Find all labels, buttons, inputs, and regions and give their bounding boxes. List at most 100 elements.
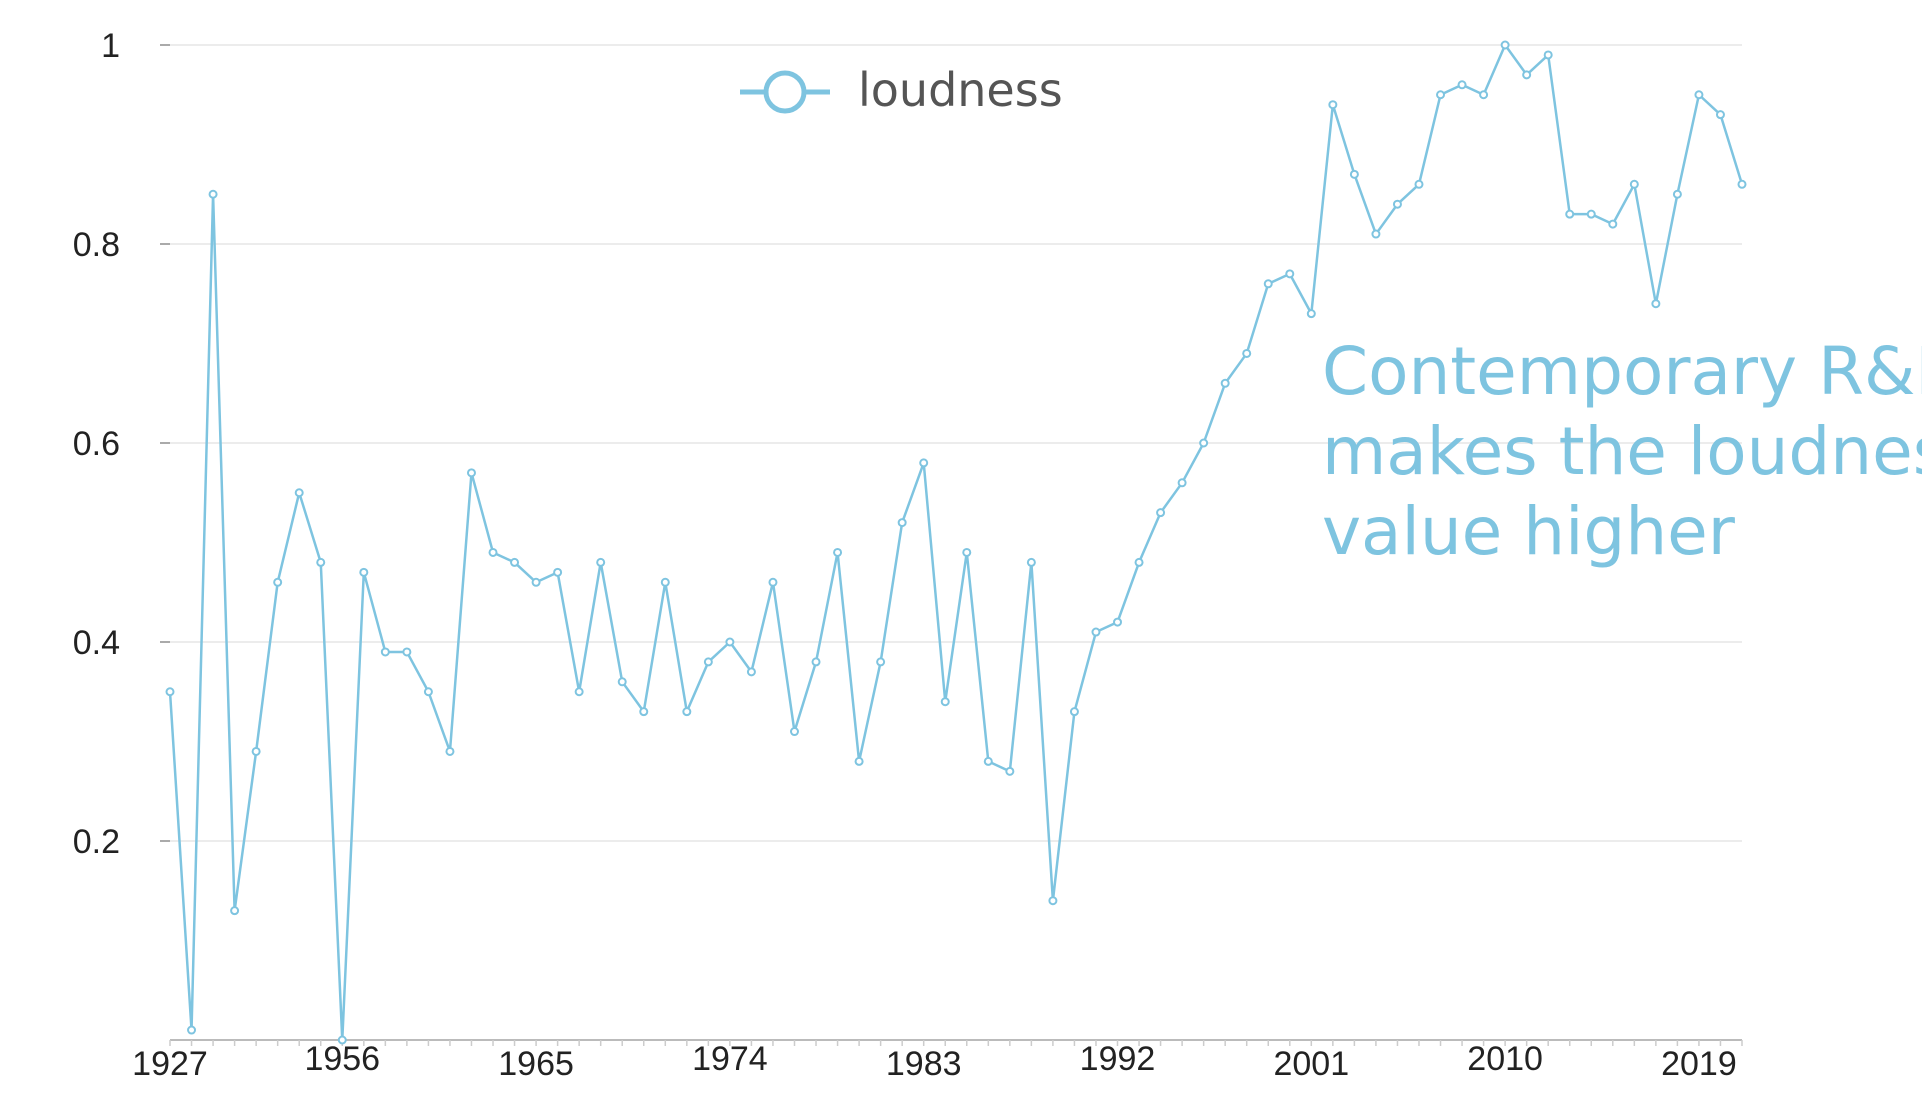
- data-point: [746, 667, 756, 677]
- data-point: [617, 677, 627, 687]
- data-point: [1220, 378, 1230, 388]
- data-point: [1457, 80, 1467, 90]
- data-point: [1328, 100, 1338, 110]
- x-axis-tick-labels: 1927 1956 1965 1974 1983 1992 2001 2010 2019: [132, 1040, 1737, 1083]
- x-tick-label: 2001: [1273, 1045, 1349, 1083]
- data-point: [1134, 557, 1144, 567]
- data-point: [1522, 70, 1532, 80]
- x-tick-label: 1956: [304, 1040, 380, 1078]
- data-point: [1565, 209, 1575, 219]
- data-point: [466, 468, 476, 478]
- data-point: [876, 657, 886, 667]
- data-point: [1392, 199, 1402, 209]
- data-point: [251, 746, 261, 756]
- data-point: [1156, 508, 1166, 518]
- data-point: [1026, 557, 1036, 567]
- data-point: [660, 577, 670, 587]
- data-point: [1349, 169, 1359, 179]
- data-point: [1306, 309, 1316, 319]
- x-tick-label: 1983: [886, 1045, 962, 1083]
- x-tick-label: 1974: [692, 1040, 768, 1078]
- data-point: [230, 906, 240, 916]
- data-point: [553, 567, 563, 577]
- y-tick-label: 0.8: [73, 226, 120, 264]
- data-point: [337, 1035, 347, 1045]
- data-point: [983, 756, 993, 766]
- x-tick-label: 2010: [1467, 1040, 1543, 1078]
- data-point: [682, 707, 692, 717]
- data-point: [1091, 627, 1101, 637]
- grid-lines: [170, 44, 1742, 842]
- y-tick-label: 0.4: [73, 624, 120, 662]
- data-point: [940, 697, 950, 707]
- x-tick-label: 1927: [132, 1045, 208, 1083]
- data-point: [1586, 209, 1596, 219]
- annotation-line: value higher: [1322, 493, 1736, 570]
- data-point: [1543, 50, 1553, 60]
- data-point: [488, 547, 498, 557]
- data-point: [919, 458, 929, 468]
- data-point: [1177, 478, 1187, 488]
- data-point: [1436, 90, 1446, 100]
- legend-marker-icon: [763, 70, 807, 114]
- data-point: [768, 577, 778, 587]
- data-point: [833, 547, 843, 557]
- data-point: [359, 567, 369, 577]
- x-tick-label: 1992: [1080, 1040, 1156, 1078]
- data-point: [273, 577, 283, 587]
- x-tick-label: 2019: [1661, 1045, 1737, 1083]
- data-point: [423, 687, 433, 697]
- data-point: [1500, 40, 1510, 50]
- data-point: [531, 577, 541, 587]
- data-point: [1069, 707, 1079, 717]
- y-axis-tick-labels: 1 0.8 0.6 0.4 0.2: [73, 27, 120, 861]
- data-point: [1113, 617, 1123, 627]
- data-point: [962, 547, 972, 557]
- data-point: [703, 657, 713, 667]
- data-point: [1048, 896, 1058, 906]
- data-point: [1608, 219, 1618, 229]
- data-point: [1414, 179, 1424, 189]
- y-tick-label: 0.6: [73, 425, 120, 463]
- data-point: [725, 637, 735, 647]
- data-point: [789, 727, 799, 737]
- data-point: [1199, 438, 1209, 448]
- data-point: [596, 557, 606, 567]
- data-point: [1715, 110, 1725, 120]
- data-point: [208, 189, 218, 199]
- y-tick-label: 1: [101, 27, 120, 65]
- data-point: [445, 746, 455, 756]
- data-point: [639, 707, 649, 717]
- data-point: [574, 687, 584, 697]
- data-point: [1263, 279, 1273, 289]
- data-point: [1737, 179, 1747, 189]
- data-point: [1694, 90, 1704, 100]
- legend-label-loudness: loudness: [858, 63, 1063, 117]
- y-tick-label: 0.2: [73, 823, 120, 861]
- data-point: [510, 557, 520, 567]
- data-point: [1651, 299, 1661, 309]
- data-point: [1242, 348, 1252, 358]
- data-point: [165, 687, 175, 697]
- data-point: [811, 657, 821, 667]
- data-point: [1371, 229, 1381, 239]
- data-point: [1629, 179, 1639, 189]
- data-point: [897, 518, 907, 528]
- data-point: [316, 557, 326, 567]
- data-point: [187, 1025, 197, 1035]
- data-point: [1285, 269, 1295, 279]
- x-tick-label: 1965: [498, 1045, 574, 1083]
- data-point: [1479, 90, 1489, 100]
- axes: [160, 44, 1743, 1046]
- data-point: [294, 488, 304, 498]
- data-point: [380, 647, 390, 657]
- annotation-line: makes the loudness: [1322, 413, 1922, 490]
- annotation-line: Contemporary R&B: [1322, 333, 1922, 410]
- data-point: [1672, 189, 1682, 199]
- data-point: [402, 647, 412, 657]
- data-point: [1005, 766, 1015, 776]
- data-point: [854, 756, 864, 766]
- legend[interactable]: loudness: [740, 63, 1063, 117]
